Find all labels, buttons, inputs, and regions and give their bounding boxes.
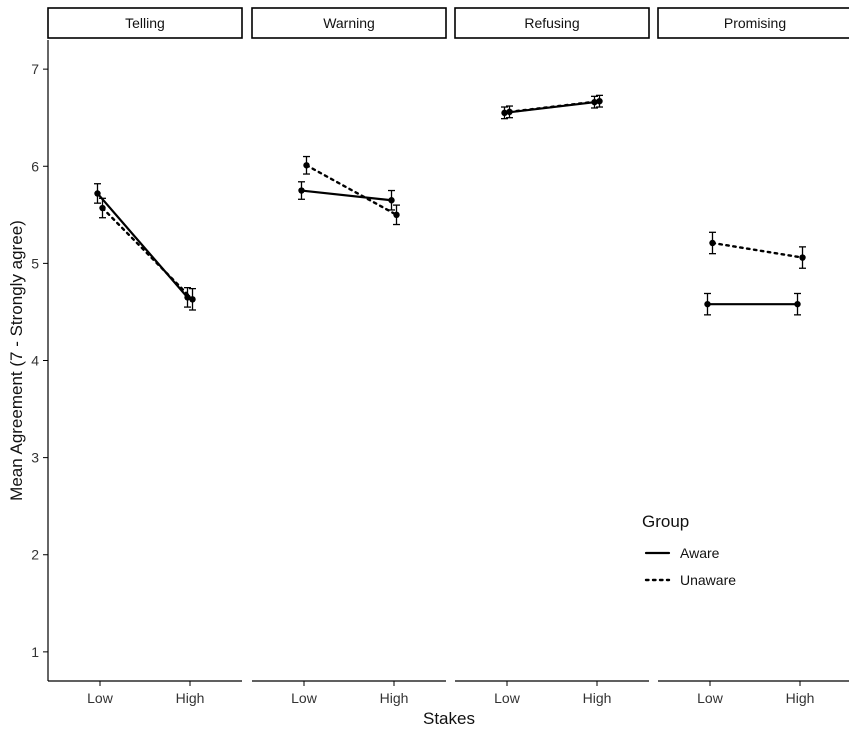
y-tick-label: 6	[31, 158, 39, 174]
data-point-aware	[94, 190, 101, 197]
data-point-unaware	[189, 296, 196, 303]
panel-warning: Warning Low High	[251, 7, 447, 706]
legend-label-aware: Aware	[680, 545, 720, 561]
legend-label-unaware: Unaware	[680, 572, 736, 588]
x-axis-title: Stakes	[423, 709, 475, 728]
data-point-aware	[794, 300, 801, 308]
panel-strip	[454, 7, 650, 39]
data-point-aware	[501, 109, 508, 117]
panel-strip	[251, 7, 447, 39]
panel-title: Warning	[323, 15, 375, 31]
data-point-unaware	[799, 254, 806, 261]
x-tick-label: High	[176, 690, 205, 706]
y-axis-title: Mean Agreement (7 - Strongly agree)	[7, 220, 26, 501]
data-point-aware	[184, 294, 191, 301]
series-line-unaware	[101, 206, 194, 301]
series-line-unaware	[305, 164, 398, 217]
data-point-aware	[298, 187, 305, 194]
x-tick-label: High	[380, 690, 409, 706]
y-tick-label: 2	[31, 547, 39, 563]
data-point-unaware	[506, 108, 513, 116]
panel-strip	[657, 7, 849, 39]
data-point-unaware	[709, 239, 716, 247]
series-line-unaware	[711, 241, 804, 259]
panels-layer: Telling Low High Warning Low High Refusing Low H…	[47, 7, 849, 706]
y-tick-label: 7	[31, 61, 39, 77]
legend-title: Group	[642, 512, 689, 531]
data-point-aware	[388, 197, 395, 204]
panel-promising: Promising Low High	[657, 7, 849, 706]
series-line-aware	[300, 189, 393, 202]
panel-telling: Telling Low High	[47, 7, 243, 706]
panel-strip	[47, 7, 243, 39]
panel-refusing: Refusing Low High	[454, 7, 650, 706]
y-tick-label: 5	[31, 255, 39, 271]
data-point-unaware	[99, 204, 106, 212]
x-tick-label: High	[583, 690, 612, 706]
data-point-unaware	[596, 97, 603, 105]
data-point-unaware	[393, 211, 400, 219]
axis-layer: 1 2 3 4 5 6 7 Mean Agreement (7 - Strongly agre…	[7, 40, 475, 728]
series-line-unaware	[508, 99, 601, 114]
y-tick-label: 3	[31, 450, 39, 466]
panel-title: Refusing	[524, 15, 579, 31]
series-line-aware	[96, 192, 189, 299]
y-tick-label: 1	[31, 644, 39, 660]
panel-title: Promising	[724, 15, 786, 31]
y-tick-label: 4	[31, 353, 39, 369]
x-tick-label: Low	[697, 690, 724, 706]
legend: Group Aware Unaware	[642, 512, 736, 588]
x-tick-label: Low	[87, 690, 114, 706]
x-tick-label: Low	[494, 690, 521, 706]
data-point-aware	[704, 300, 711, 308]
x-tick-label: Low	[291, 690, 318, 706]
panel-title: Telling	[125, 15, 165, 31]
legend-layer: Group Aware Unaware	[642, 512, 736, 588]
data-point-unaware	[303, 162, 310, 169]
x-tick-label: High	[786, 690, 815, 706]
